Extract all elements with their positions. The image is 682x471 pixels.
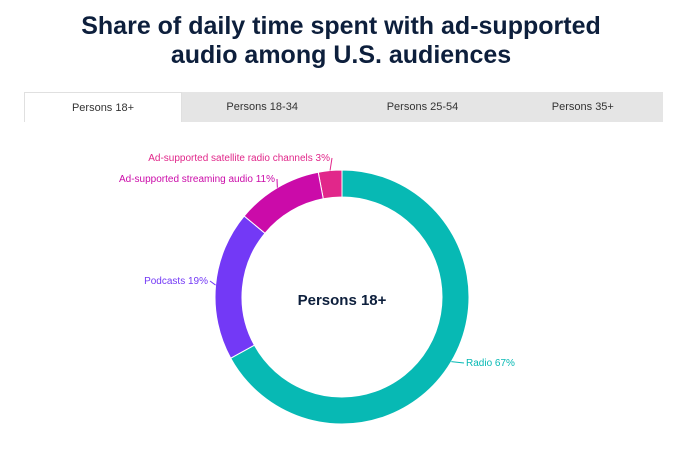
leader-line-radio	[451, 361, 465, 364]
slice-label-ad-supported-streaming-audio: Ad-supported streaming audio 11%	[119, 174, 275, 185]
slice-label-ad-supported-satellite-radio-channels: Ad-supported satellite radio channels 3%	[148, 153, 330, 164]
tab-persons-35-plus[interactable]: Persons 35+	[551, 101, 614, 113]
tab-persons-18-34[interactable]: Persons 18-34	[226, 101, 298, 113]
chart-title-line-2: audio among U.S. audiences	[170, 41, 512, 69]
slice-label-radio: Radio 67%	[466, 358, 515, 369]
leader-line-podcasts	[209, 280, 216, 286]
chart-title: Share of daily time spent with ad-suppor…	[0, 12, 682, 70]
chart-title-line-1: Share of daily time spent with ad-suppor…	[81, 12, 601, 40]
donut-slice-podcasts[interactable]	[214, 215, 266, 359]
tab-persons-25-54[interactable]: Persons 25-54	[386, 101, 459, 113]
slice-label-podcasts: Podcasts 19%	[144, 276, 208, 287]
audience-tabs: Persons 18+ Persons 18-34 Persons 25-54 …	[24, 92, 663, 122]
leader-line-ad-supported-satellite-radio-channels	[329, 157, 333, 171]
donut-chart-svg: Ad-supported satellite radio channels 3%…	[119, 153, 515, 425]
donut-chart: Ad-supported satellite radio channels 3%…	[0, 130, 682, 471]
donut-slice-radio[interactable]	[230, 169, 470, 425]
donut-slice-ad-supported-streaming-audio[interactable]	[243, 171, 324, 234]
tab-persons-18-plus[interactable]: Persons 18+	[24, 92, 182, 122]
center-label: Persons 18+	[298, 292, 387, 309]
